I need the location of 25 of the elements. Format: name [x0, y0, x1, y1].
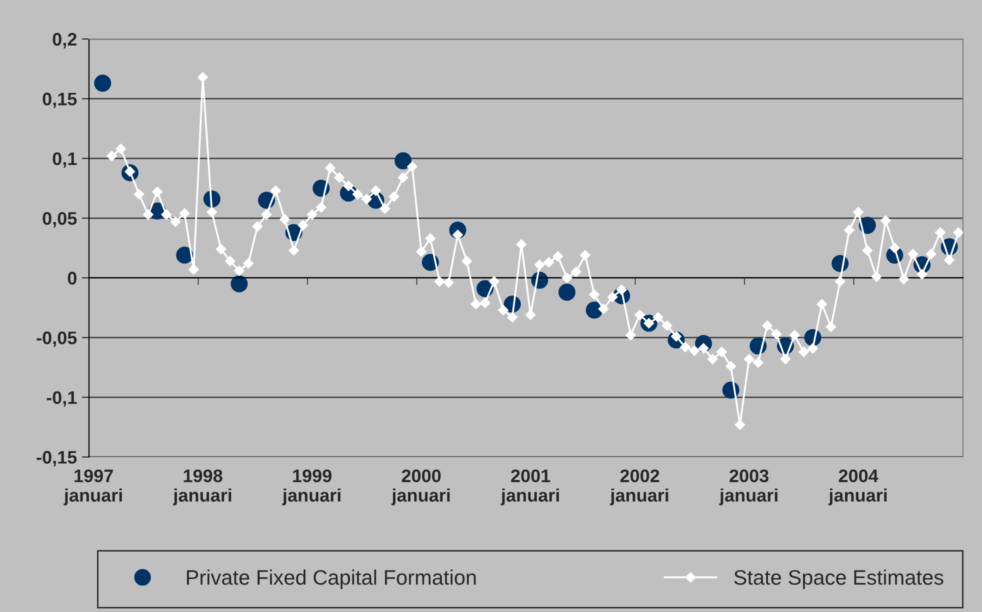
point: [558, 284, 576, 301]
x-tick-label: 2000 januari: [391, 469, 450, 506]
x-tick-label: 1997 januari: [64, 469, 122, 506]
point: [94, 74, 112, 92]
point: [230, 275, 248, 292]
x-tick-label: 1999 januari: [282, 469, 340, 506]
point: [586, 302, 603, 319]
y-tick-label: 0: [68, 272, 76, 285]
x-tick-label: 2003 januari: [719, 469, 778, 506]
y-tick-label: 0,15: [42, 92, 77, 108]
y-tick-label: 0,2: [52, 32, 76, 48]
y-tick-label: 0,05: [42, 212, 77, 228]
x-tick-label: 2004 januari: [828, 469, 887, 506]
legend-label: State Space Estimates: [734, 570, 944, 589]
point: [394, 152, 412, 170]
legend-label: Private Fixed Capital Formation: [186, 570, 476, 589]
x-tick-label: 1998 januari: [172, 469, 232, 506]
point: [858, 216, 876, 234]
x-tick-label: 2001 januari: [500, 469, 559, 506]
x-tick-label: 2002 januari: [610, 469, 668, 506]
y-tick-label: -0,1: [46, 391, 77, 407]
point: [176, 246, 194, 264]
y-tick-label: 0,1: [52, 152, 77, 168]
y-tick-label: -0,15: [36, 450, 77, 466]
y-tick-label: -0,05: [36, 332, 77, 347]
